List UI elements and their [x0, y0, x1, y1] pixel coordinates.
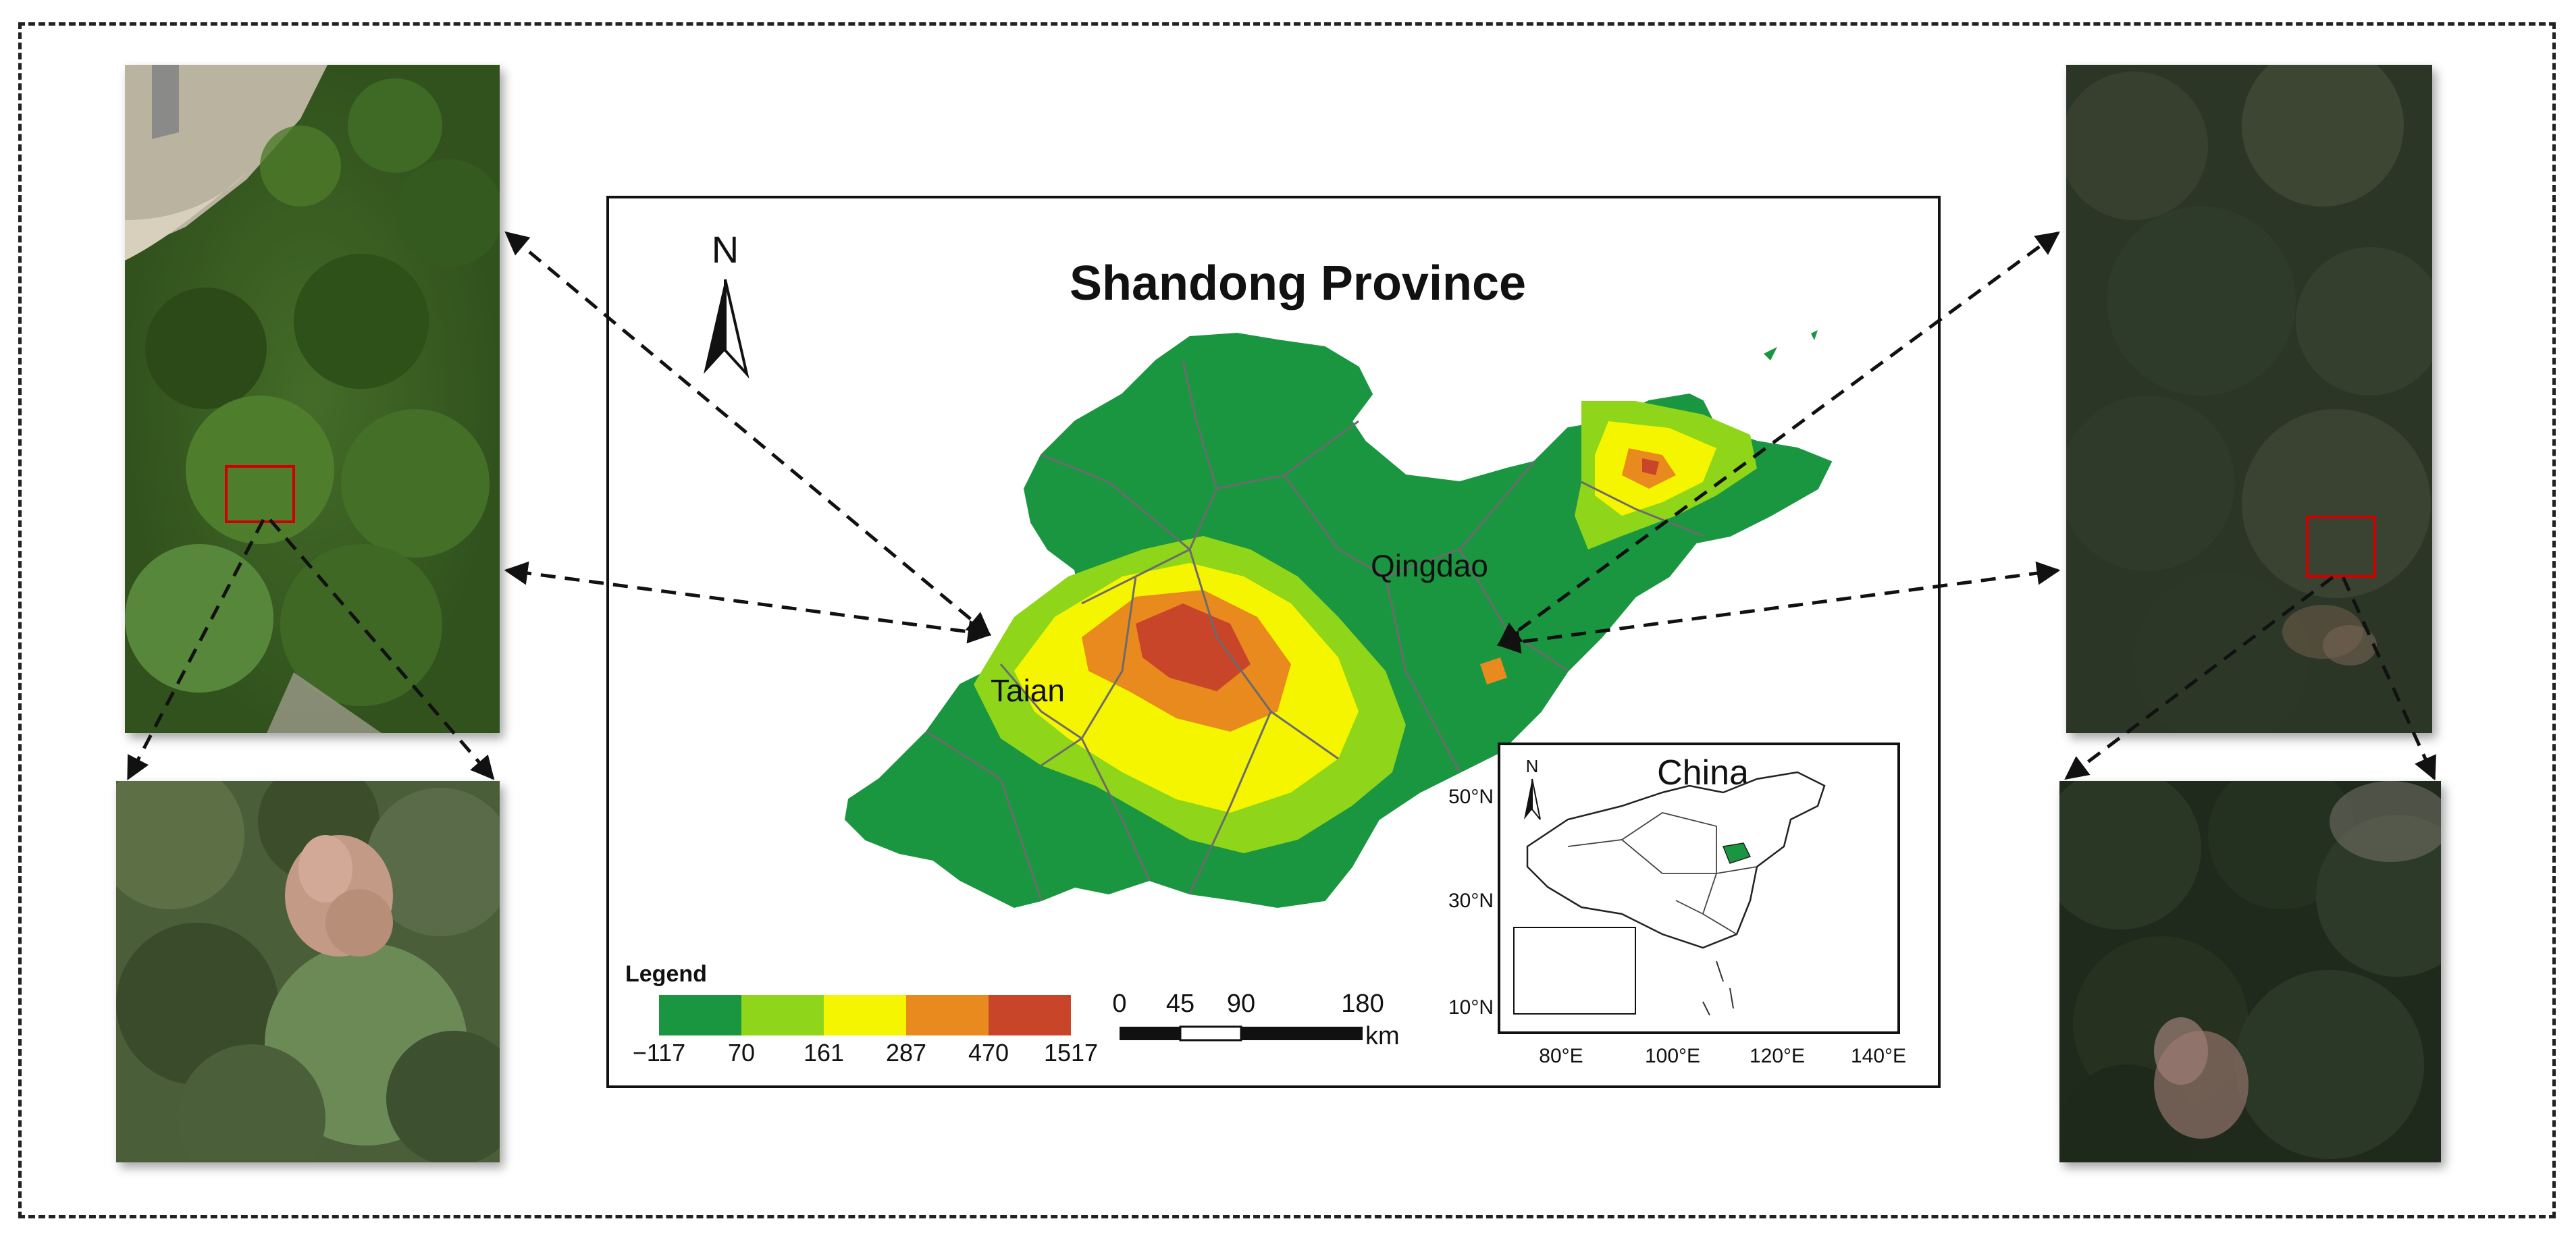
svg-text:N: N — [712, 228, 739, 271]
zoom-photo-left — [116, 781, 500, 1162]
legend-break-label: 287 — [886, 1039, 926, 1067]
figure-frame — [18, 22, 2556, 1218]
svg-text:N: N — [1526, 756, 1539, 776]
legend-break-label: 70 — [728, 1039, 755, 1067]
inset-north-arrow-icon: N — [1524, 756, 1541, 820]
lat-label-10: 10°N — [1448, 996, 1494, 1019]
inset-shandong-highlight — [1722, 842, 1752, 864]
legend-swatch-1 — [741, 995, 824, 1035]
map-title: Shandong Province — [1070, 257, 1526, 311]
shandong-map-panel: Shandong Province N — [606, 196, 1941, 1088]
legend-break-label: 470 — [968, 1039, 1009, 1067]
legend-swatch-2 — [824, 995, 906, 1035]
lon-label-80: 80°E — [1539, 1045, 1583, 1067]
aerial-photo-taian-overview — [125, 65, 500, 733]
aerial-photo-qingdao-overview — [2066, 65, 2432, 733]
scale-tick-180: 180 — [1341, 990, 1384, 1018]
lon-label-100: 100°E — [1645, 1045, 1700, 1067]
city-label-qingdao: Qingdao — [1371, 548, 1488, 583]
zoom-photo-right — [2059, 781, 2441, 1162]
inset-title: China — [1657, 753, 1749, 792]
north-arrow-icon: N — [704, 228, 750, 379]
legend-break-label: −117 — [633, 1039, 685, 1067]
lon-label-120: 120°E — [1750, 1045, 1805, 1067]
legend-swatch-3 — [906, 995, 989, 1035]
scale-tick-90: 90 — [1227, 990, 1255, 1018]
scale-tick-0: 0 — [1112, 990, 1126, 1018]
elevation-legend: Legend −117 70 161 287 470 1517 — [625, 961, 1098, 1067]
city-label-taian: Taian — [991, 673, 1065, 708]
legend-swatch-0 — [659, 995, 741, 1035]
lat-label-30: 30°N — [1448, 890, 1494, 912]
scale-unit: km — [1365, 1022, 1400, 1050]
lon-label-140: 140°E — [1851, 1045, 1906, 1067]
svg-text:Legend: Legend — [625, 961, 707, 987]
scale-tick-45: 45 — [1166, 990, 1194, 1018]
legend-swatch-4 — [989, 995, 1071, 1035]
china-inset-map: China N 50°N 30°N 10°N 80°E 100°E 120°E … — [1448, 743, 1906, 1067]
shandong-map-svg: Shandong Province N — [625, 228, 1906, 1067]
legend-break-label: 1517 — [1044, 1039, 1098, 1067]
legend-break-label: 161 — [804, 1039, 844, 1067]
lat-label-50: 50°N — [1448, 786, 1494, 808]
scale-bar: 0 45 90 180 km — [1112, 990, 1399, 1050]
admin-boundaries — [926, 360, 1704, 901]
